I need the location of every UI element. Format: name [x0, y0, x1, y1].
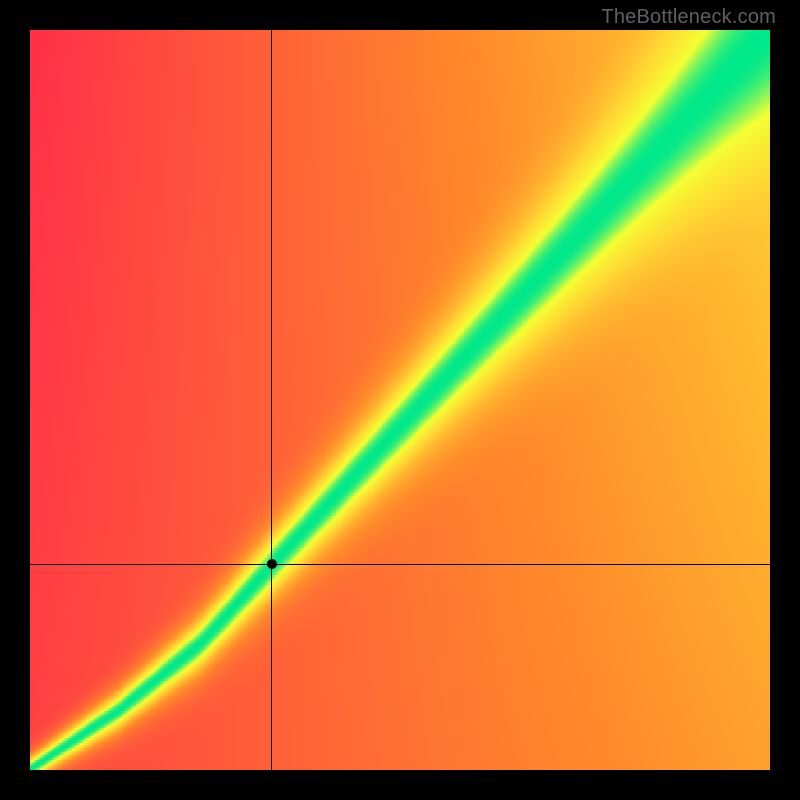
watermark-text: TheBottleneck.com	[601, 6, 776, 29]
bottleneck-heatmap	[30, 30, 770, 770]
crosshair-vertical	[271, 30, 272, 770]
crosshair-horizontal	[30, 564, 770, 565]
chart-container: TheBottleneck.com	[0, 0, 800, 800]
crosshair-marker	[267, 559, 277, 569]
